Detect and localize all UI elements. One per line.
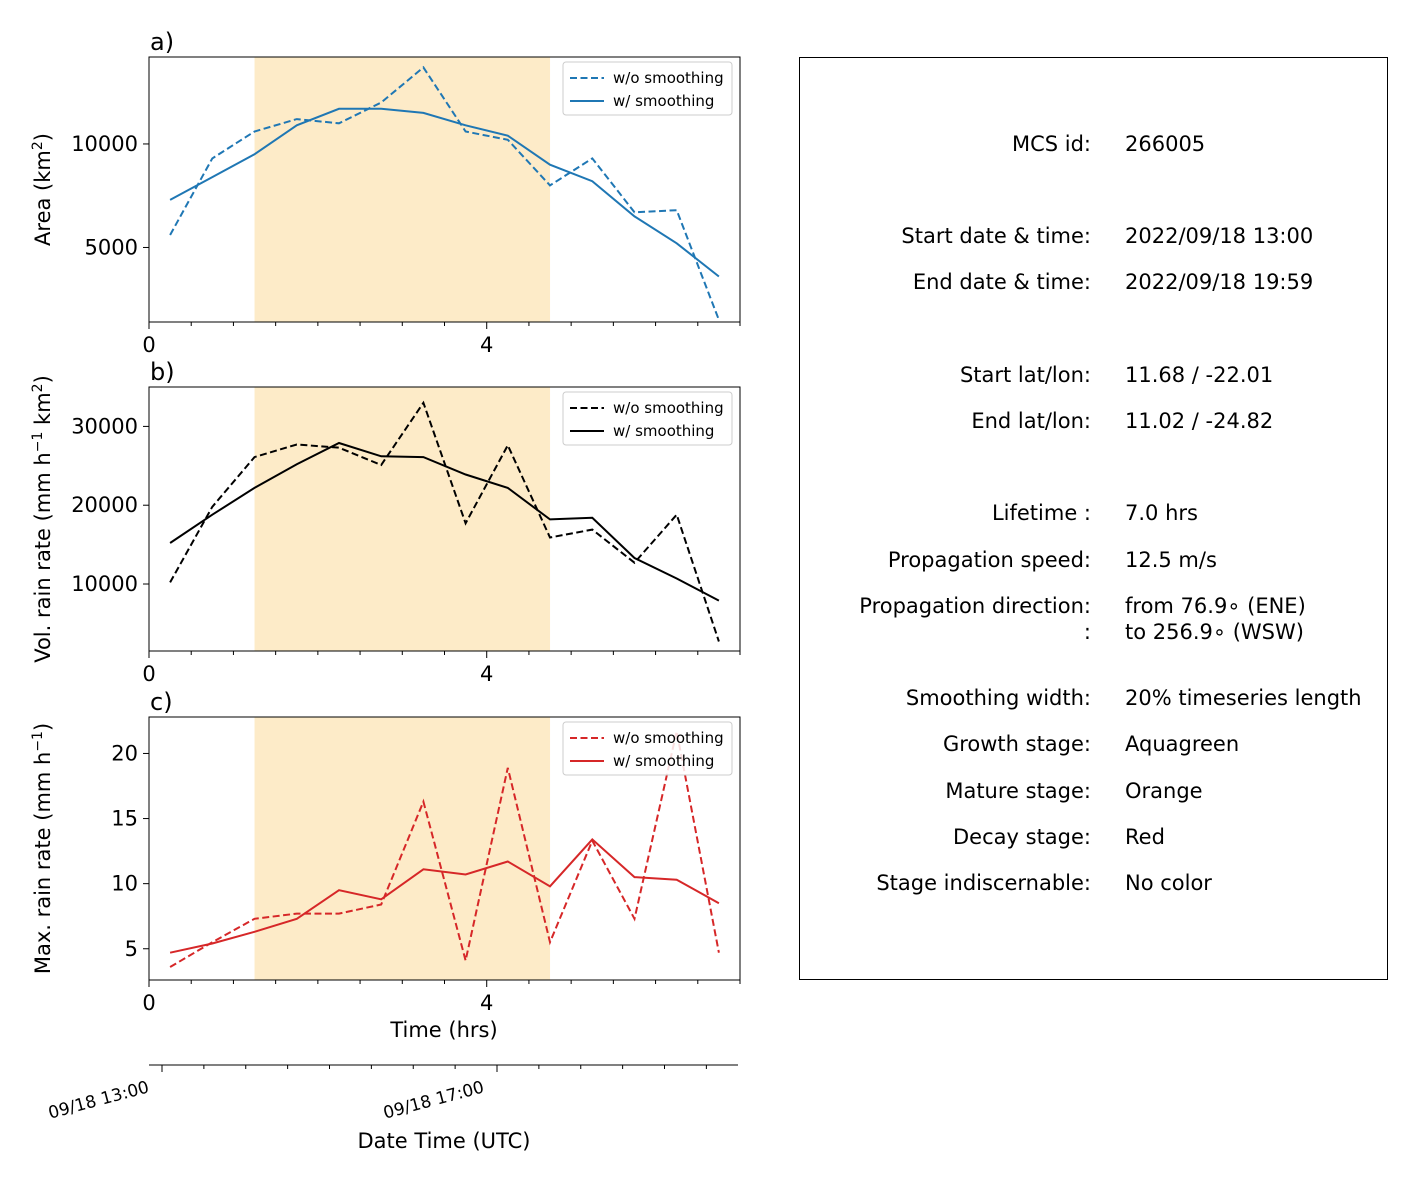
info-value: 7.0 hrs [1125, 501, 1198, 525]
y-axis-label-c: Max. rain rate (mm h−1) [30, 723, 55, 974]
info-label: Propagation speed: [887, 548, 1091, 572]
info-label: Smoothing width: [905, 686, 1091, 710]
y-tick-label: 5 [125, 937, 138, 961]
y-tick-label: 15 [111, 807, 138, 831]
x-tick-label: 4 [480, 662, 493, 686]
legend-entry-label: w/o smoothing [613, 69, 724, 87]
x-tick-label: 4 [480, 991, 493, 1015]
legend-b: w/o smoothing w/ smoothing [562, 391, 733, 446]
legend-entry-label: w/ smoothing [613, 92, 714, 110]
info-label: Mature stage: [945, 779, 1091, 803]
info-value: to 256.9∘ (WSW) [1125, 620, 1304, 644]
info-label: Stage indiscernable: [876, 871, 1091, 895]
legend-a: w/o smoothing w/ smoothing [562, 61, 733, 116]
x-tick-label: 0 [142, 662, 155, 686]
legend-entry-label: w/ smoothing [613, 422, 714, 440]
info-label: Start date & time: [901, 224, 1091, 248]
date-axis: 09/18 13:00 09/18 17:00 Date Time (UTC) [46, 1064, 738, 1153]
x-axis-label: Time (hrs) [389, 1018, 497, 1042]
series-raw-line-c [169, 731, 720, 968]
series-raw-line-b [169, 400, 720, 642]
info-value: 11.68 / -22.01 [1125, 363, 1274, 387]
info-label: Propagation direction: [859, 594, 1091, 618]
series-smoothed-line-b [169, 441, 720, 602]
info-label: Start lat/lon: [959, 363, 1091, 387]
info-label: : [1083, 620, 1091, 644]
y-tick-label: 30000 [71, 414, 138, 438]
legend-frame [562, 61, 733, 116]
panel-label-a: a) [150, 28, 174, 56]
info-label: MCS id: [1011, 132, 1091, 156]
date-tick-label: 09/18 13:00 [46, 1078, 151, 1124]
y-tick-label: 20000 [71, 493, 138, 517]
legend-entry-label: w/o smoothing [613, 399, 724, 417]
info-label: Growth stage: [942, 732, 1091, 756]
series-smoothed-line-c [169, 837, 720, 954]
info-label: Decay stage: [953, 825, 1091, 849]
info-value: No color [1125, 871, 1212, 895]
info-value: 2022/09/18 19:59 [1125, 270, 1314, 294]
legend-entry-label: w/o smoothing [613, 729, 724, 747]
date-axis-label: Date Time (UTC) [358, 1129, 531, 1153]
info-label: End date & time: [912, 270, 1091, 294]
info-panel: MCS id: 266005 Start date & time: 2022/09/1… [799, 57, 1388, 980]
x-tick-label: 0 [142, 991, 155, 1015]
info-value: from 76.9∘ (ENE) [1125, 594, 1306, 618]
legend-c: w/o smoothing w/ smoothing [562, 721, 733, 776]
highlight-span-a [254, 57, 551, 322]
info-value: Red [1125, 825, 1165, 849]
panel-a: a) 5000 10000 0 4 w/o smoothing w/ smoothin… [30, 28, 741, 357]
highlight-span-b [254, 387, 551, 651]
panel-b: b) 10000 20000 30000 0 4 w/o smoothing w/ sm… [30, 358, 741, 686]
x-tick-label: 4 [480, 333, 493, 357]
y-tick-label: 20 [111, 741, 138, 765]
info-label: Lifetime : [991, 501, 1091, 525]
y-tick-label: 5000 [85, 235, 138, 259]
info-value: Aquagreen [1125, 732, 1240, 756]
info-value: 20% timeseries length [1125, 686, 1362, 710]
series-raw-line-a [169, 65, 720, 321]
panel-label-b: b) [150, 358, 175, 386]
y-tick-label: 10000 [71, 572, 138, 596]
info-label: End lat/lon: [971, 409, 1091, 433]
highlight-span-c [254, 717, 551, 980]
legend-frame [562, 721, 733, 776]
panel-label-c: c) [150, 688, 173, 716]
y-axis-label-a: Area (km2) [30, 133, 55, 246]
legend-frame [562, 391, 733, 446]
info-value: 12.5 m/s [1125, 548, 1217, 572]
y-axis-label-b: Vol. rain rate (mm h−1 km2) [30, 375, 55, 663]
info-value: 11.02 / -24.82 [1125, 409, 1274, 433]
info-value: 266005 [1125, 132, 1206, 156]
y-tick-label: 10000 [71, 132, 138, 156]
info-value: 2022/09/18 13:00 [1125, 224, 1314, 248]
info-value: Orange [1125, 779, 1203, 803]
x-tick-label: 0 [142, 333, 155, 357]
legend-entry-label: w/ smoothing [613, 752, 714, 770]
y-tick-label: 10 [111, 872, 138, 896]
date-tick-label: 09/18 17:00 [381, 1078, 486, 1124]
series-smoothed-line-a [169, 107, 720, 278]
